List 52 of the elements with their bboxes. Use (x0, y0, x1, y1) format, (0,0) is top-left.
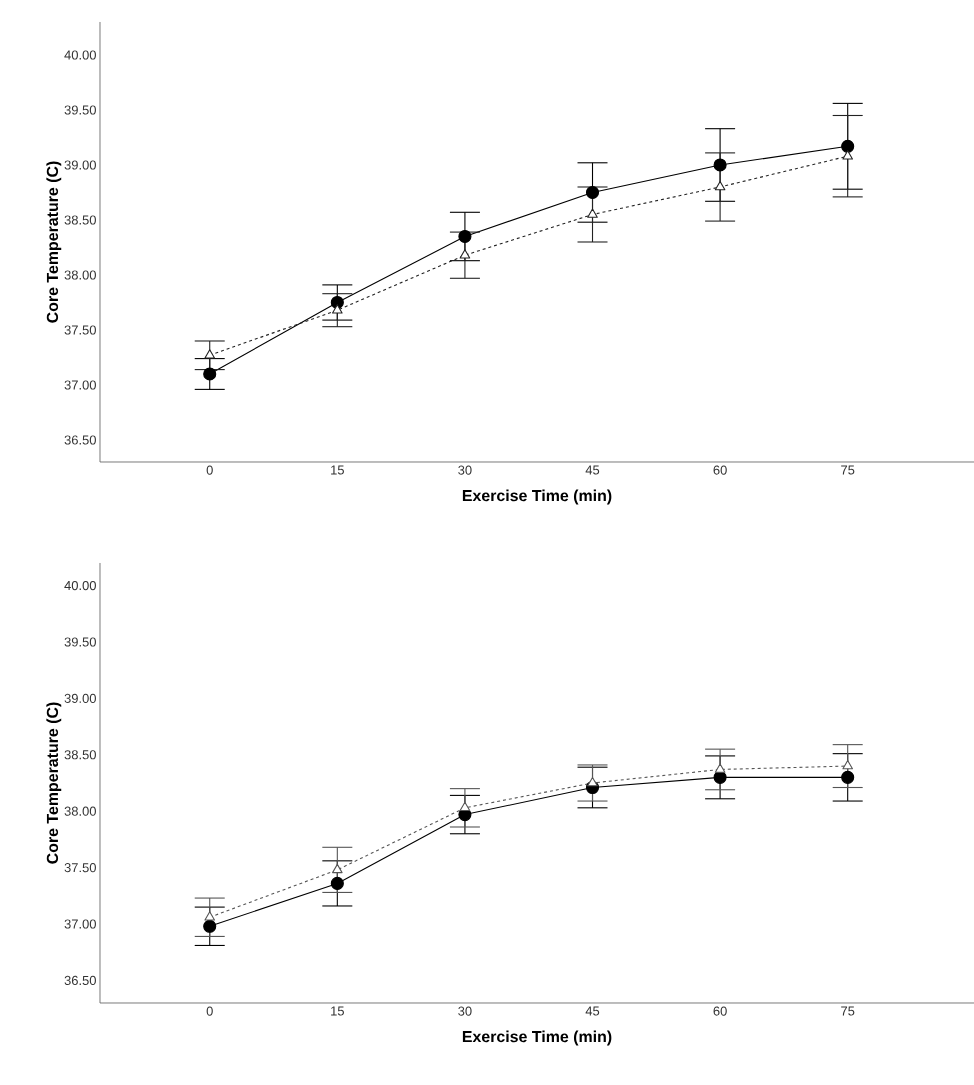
point (841, 770, 855, 784)
x-tick-label: 0 (206, 465, 213, 475)
x-tick-label: 0 (206, 1006, 213, 1016)
y-tick-label: 40.00 (64, 580, 96, 591)
x-tick-label: 75 (841, 1006, 855, 1016)
y-tick-label: 38.00 (64, 806, 96, 816)
y-tick-label: 38.50 (64, 750, 96, 760)
y-tick-label: 38.00 (64, 270, 96, 280)
y-tick-label: 39.00 (64, 693, 96, 703)
point (459, 801, 471, 812)
point (713, 158, 727, 172)
x-tick-label: 45 (585, 1006, 600, 1016)
x-tick-label: 60 (713, 465, 727, 475)
point (714, 180, 726, 191)
y-tick-label: 40.00 (64, 50, 96, 60)
point (459, 249, 471, 259)
point (332, 304, 343, 314)
x-tick-label: 75 (841, 465, 855, 475)
x-tick-label: 30 (458, 465, 472, 475)
y-tick-label: 37.50 (64, 325, 96, 335)
point (203, 367, 217, 381)
point (204, 349, 216, 359)
point (203, 919, 217, 933)
x-tick-label: 60 (713, 1006, 727, 1016)
point (842, 760, 854, 770)
x-axis-title: Exercise Time (min) (462, 489, 612, 505)
y-tick-label: 36.50 (64, 975, 96, 986)
x-tick-label: 45 (585, 465, 600, 475)
y-tick-label: 37.00 (64, 919, 96, 929)
point (842, 150, 854, 160)
y-tick-label: 38.50 (64, 215, 96, 225)
x-tick-label: 15 (331, 465, 344, 475)
point (714, 763, 726, 773)
x-axis-title: Exercise Time (min) (462, 1030, 612, 1046)
point (330, 876, 344, 890)
y-tick-label: 39.00 (64, 160, 96, 170)
point (587, 776, 598, 787)
x-tick-label: 30 (458, 1006, 472, 1016)
y-axis-title: Core Temperature (C) (46, 161, 62, 323)
point (841, 139, 855, 153)
point (585, 185, 600, 200)
y-tick-label: 37.00 (64, 380, 96, 390)
x-tick-label: 15 (331, 1006, 344, 1016)
point (332, 863, 343, 874)
y-tick-label: 37.50 (64, 863, 96, 873)
point (458, 229, 472, 244)
point (204, 911, 216, 921)
y-tick-label: 39.50 (64, 105, 96, 115)
point (587, 208, 598, 218)
y-tick-label: 36.50 (64, 435, 96, 445)
y-axis-title: Core Temperature (C) (46, 702, 62, 864)
y-tick-label: 39.50 (64, 637, 96, 647)
